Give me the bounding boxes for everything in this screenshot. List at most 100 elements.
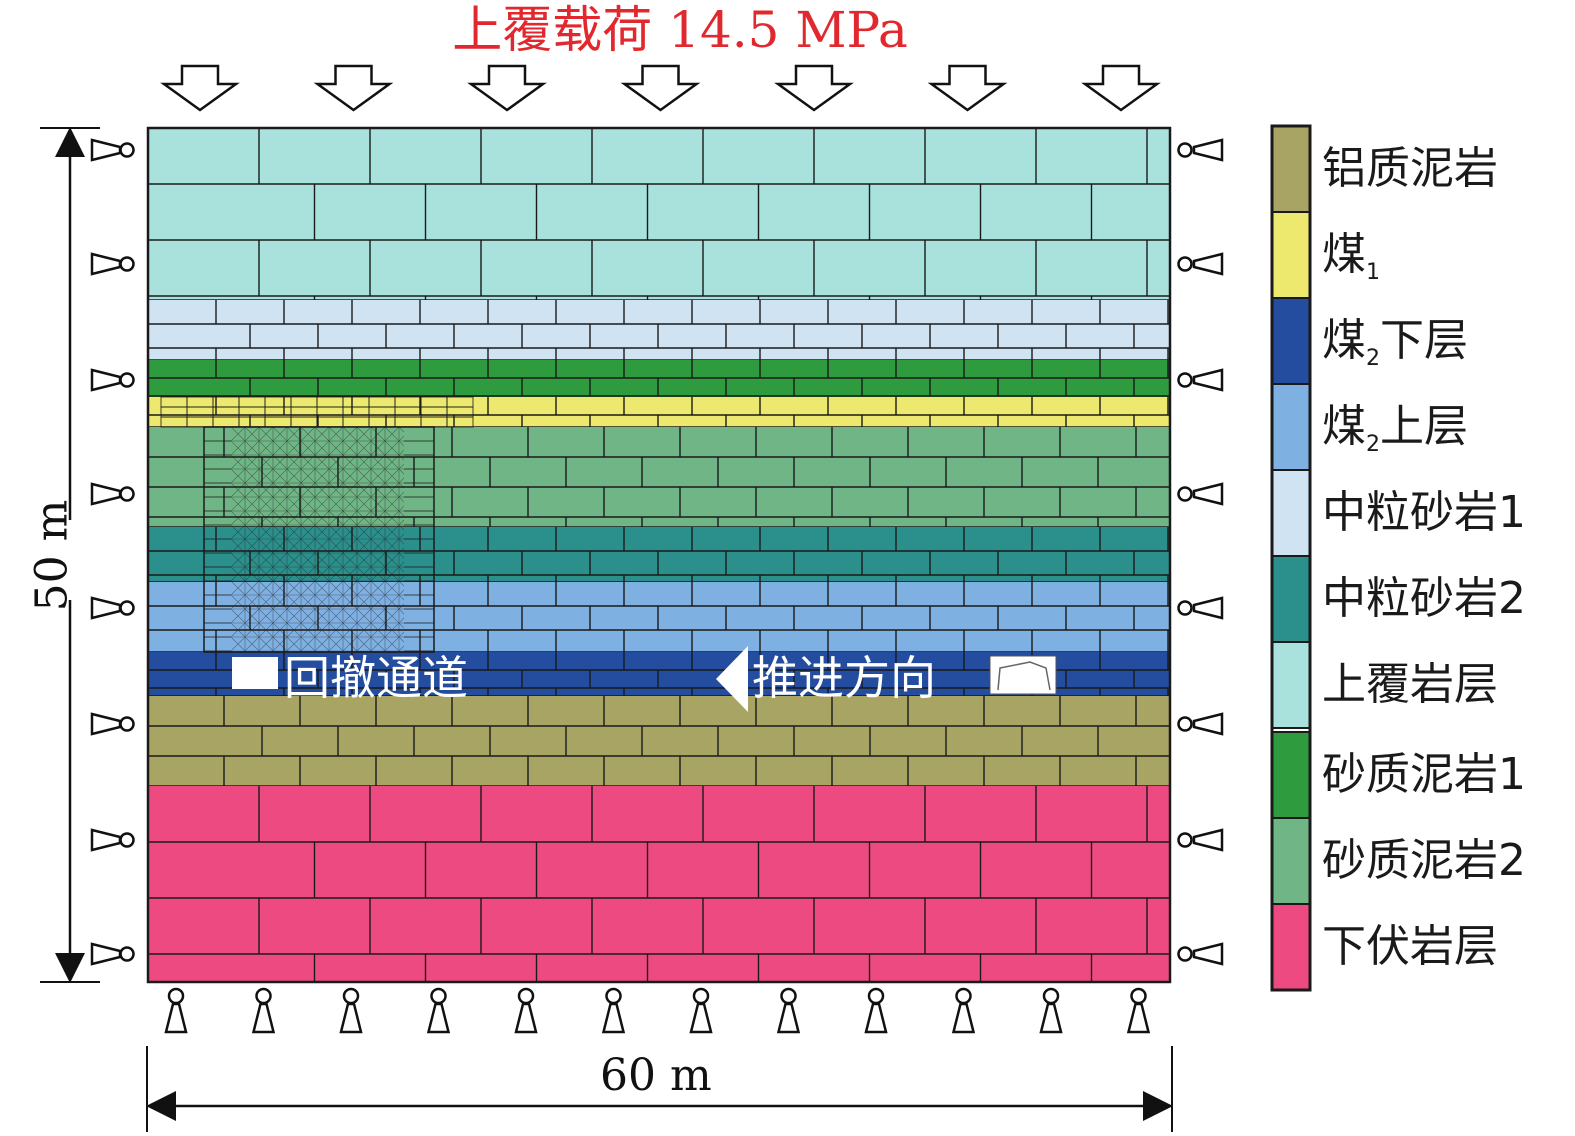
shearer-icon (989, 655, 1057, 695)
right-roller-support-icon (1177, 256, 1193, 272)
legend-label-suffix: 上层 (1380, 401, 1468, 452)
left-roller-support-icon (90, 368, 122, 392)
legend-label: 砂质泥岩1 (1322, 750, 1526, 800)
left-roller-support-icon (119, 946, 135, 962)
left-roller-support-icon (90, 942, 122, 966)
right-roller-support-icon (1192, 482, 1224, 506)
legend-label: 砂质泥岩2 (1322, 836, 1526, 886)
retreat-channel-marker (232, 657, 278, 689)
advance-arrow-icon (716, 646, 748, 712)
bottom-roller-support-icon (164, 1002, 188, 1034)
legend-label: 煤2上层 (1322, 402, 1468, 470)
legend-label: 铝质泥岩 (1322, 144, 1498, 194)
legend-label-text: 煤 (1322, 229, 1366, 280)
legend-label-text: 铝质泥岩 (1322, 143, 1498, 194)
right-roller-support-icon (1177, 600, 1193, 616)
right-roller-support-icon (1177, 372, 1193, 388)
left-roller-support-icon (119, 372, 135, 388)
left-roller-support-icon (119, 142, 135, 158)
bottom-roller-support-icon (601, 1002, 626, 1034)
left-roller-support-icon (90, 712, 122, 736)
layer-coal-1 (148, 397, 1170, 427)
width-dimension-label: 60 m (600, 1050, 712, 1101)
bottom-roller-support-icon (342, 987, 360, 1005)
left-roller-support-icon (90, 596, 122, 620)
right-roller-support-icon (1192, 712, 1224, 736)
left-roller-support-icon (119, 600, 135, 616)
left-roller-support-icon (90, 252, 122, 276)
legend-swatch (1271, 817, 1311, 905)
right-roller-support-icon (1192, 138, 1224, 162)
bottom-roller-support-icon (251, 1002, 276, 1034)
legend-label-text: 中粒砂岩1 (1322, 487, 1526, 538)
model-border (146, 126, 1172, 984)
legend-label: 下伏岩层 (1322, 922, 1498, 972)
legend-swatch (1271, 731, 1311, 819)
legend-label-text: 中粒砂岩2 (1322, 573, 1526, 624)
legend-label: 上覆岩层 (1322, 660, 1498, 710)
bottom-roller-support-icon (955, 987, 972, 1005)
legend-label-subscript: 2 (1366, 345, 1380, 371)
legend-swatch (1271, 211, 1311, 299)
overburden-load-label: 上覆载荷 14.5 MPa (452, 1, 908, 59)
legend-label-text: 煤 (1322, 315, 1366, 366)
load-arrow-icon (313, 64, 394, 112)
height-dimension-label: 50 m (26, 499, 78, 612)
bottom-roller-support-icon (517, 987, 535, 1005)
shearer-outline (997, 661, 1051, 691)
legend-label-suffix: 下层 (1380, 315, 1468, 366)
fine-mesh-zone (232, 427, 404, 652)
legend-label-text: 下伏岩层 (1322, 921, 1498, 972)
advance-direction-label: 推进方向 (752, 651, 936, 705)
right-roller-support-icon (1177, 716, 1193, 732)
layer-overburden (148, 128, 1170, 300)
right-roller-support-icon (1177, 486, 1193, 502)
left-roller-support-icon (90, 138, 122, 162)
bottom-roller-support-icon (776, 1002, 801, 1034)
legend-swatch (1271, 469, 1311, 557)
bottom-roller-support-icon (167, 987, 185, 1005)
load-arrow-icon (620, 64, 701, 112)
bottom-roller-support-icon (605, 987, 622, 1005)
bottom-roller-support-icon (255, 987, 272, 1005)
load-arrows (160, 64, 1161, 112)
bottom-roller-support-icon (780, 987, 797, 1005)
legend-label-text: 砂质泥岩2 (1322, 835, 1526, 886)
right-roller-support-icon (1192, 252, 1224, 276)
legend-label: 中粒砂岩2 (1322, 574, 1526, 624)
legend-label-subscript: 2 (1366, 431, 1380, 457)
legend-label-text: 煤 (1322, 401, 1366, 452)
legend-swatch (1271, 125, 1311, 213)
legend-label: 煤1 (1322, 230, 1380, 298)
left-roller-support-icon (119, 486, 135, 502)
legend-swatch (1271, 641, 1311, 729)
bottom-roller-support-icon (1130, 987, 1147, 1005)
right-roller-support-icon (1192, 368, 1224, 392)
legend-swatch (1271, 903, 1311, 991)
right-roller-support-icon (1192, 828, 1224, 852)
legend-frame (1270, 124, 1312, 992)
legend-swatch (1271, 555, 1311, 643)
legend-label: 中粒砂岩1 (1322, 488, 1526, 538)
bottom-roller-support-icon (430, 987, 447, 1005)
bottom-roller-support-icon (1039, 1002, 1063, 1034)
left-roller-support-icon (119, 832, 135, 848)
bottom-roller-support-icon (689, 1002, 713, 1034)
load-arrow-icon (467, 64, 547, 112)
dimension-lines (40, 127, 1173, 1132)
bottom-roller-support-icon (426, 1002, 451, 1034)
right-roller-support-icon (1192, 596, 1224, 620)
legend-swatch (1271, 383, 1311, 471)
bottom-roller-support-icon (864, 1002, 888, 1034)
legend-label-text: 砂质泥岩1 (1322, 749, 1526, 800)
bottom-roller-support-icon (1126, 1002, 1151, 1034)
bottom-roller-support-icon (1042, 987, 1060, 1005)
right-roller-support-icon (1177, 946, 1193, 962)
retreat-channel-label: 回撤通道 (284, 651, 468, 705)
legend-swatches (1270, 124, 1312, 992)
load-arrow-icon (1081, 64, 1161, 112)
bottom-roller-support-icon (514, 1002, 538, 1034)
bottom-roller-support-icon (692, 987, 710, 1005)
load-arrow-icon (927, 64, 1008, 112)
